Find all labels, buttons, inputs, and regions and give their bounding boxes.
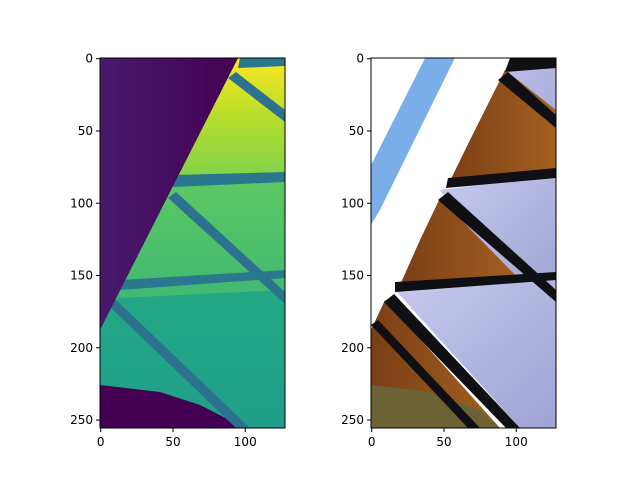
y-tick-label: 250	[341, 413, 364, 427]
y-tick-label: 0	[356, 52, 364, 66]
stripe-diag-low-1	[384, 294, 520, 428]
region-dark-left	[100, 58, 238, 330]
y-tick-label: 0	[85, 52, 93, 66]
y-tick-label: 100	[70, 196, 93, 210]
axes-frame-left	[99, 57, 286, 429]
y-tick-label: 50	[349, 124, 364, 138]
stripe-horiz-2	[395, 272, 556, 292]
region-white-band	[371, 58, 505, 310]
stripe-diag-low	[108, 298, 250, 428]
stripe-diag-upper	[228, 72, 285, 122]
y-tick-label: 50	[78, 124, 93, 138]
stripe-diag-upper	[498, 72, 556, 128]
y-tick-label: 250	[70, 413, 93, 427]
heatmap-panel-left: 0 50 100 150 200 250 0 50 100	[70, 52, 286, 449]
x-tick-label: 50	[436, 435, 451, 449]
y-axis-right: 0 50 100 150 200 250	[341, 52, 371, 427]
region-white-left	[371, 58, 425, 165]
x-tick-label: 100	[505, 435, 528, 449]
y-axis-left: 0 50 100 150 200 250	[70, 52, 100, 427]
x-tick-label: 0	[97, 435, 105, 449]
stripe-horiz-1	[173, 172, 285, 187]
x-tick-label: 50	[165, 435, 180, 449]
heatmap-image-left	[100, 58, 285, 428]
region-brown-mid	[400, 198, 520, 285]
x-axis-right: 0 50 100	[368, 428, 528, 449]
axes-frame-right	[370, 57, 557, 429]
region-sky-strip	[371, 58, 455, 225]
x-tick-label: 100	[234, 435, 257, 449]
y-tick-label: 200	[70, 341, 93, 355]
stripe-horiz-1	[446, 168, 556, 188]
heatmap-image-right	[371, 58, 556, 428]
stripe-top	[505, 58, 556, 72]
region-dark-bottom	[100, 385, 245, 428]
y-tick-label: 150	[341, 269, 364, 283]
y-tick-label: 200	[341, 341, 364, 355]
y-tick-label: 100	[341, 196, 364, 210]
stripe-diag-low-2	[371, 320, 480, 428]
y-tick-label: 150	[70, 269, 93, 283]
region-lavender-low	[395, 280, 556, 428]
stripe-horiz-2	[120, 270, 285, 290]
x-tick-label: 0	[368, 435, 376, 449]
x-axis-left: 0 50 100	[97, 428, 257, 449]
stripe-top	[238, 58, 285, 68]
heatmap-panel-right: 0 50 100 150 200 250 0 50 100	[341, 52, 557, 449]
